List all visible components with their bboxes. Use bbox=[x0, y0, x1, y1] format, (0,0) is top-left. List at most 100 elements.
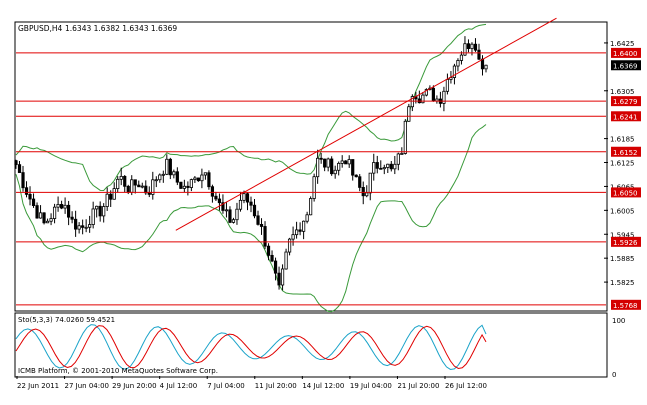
candle-body bbox=[375, 162, 379, 169]
time-tick-label: 4 Jul 12:00 bbox=[160, 382, 198, 390]
candle-body bbox=[302, 220, 306, 232]
candle-body bbox=[137, 184, 141, 188]
candle-body bbox=[382, 167, 386, 170]
candle-body bbox=[354, 174, 358, 178]
candle-body bbox=[249, 201, 253, 206]
candle-body bbox=[305, 214, 309, 222]
current-price-label: 1.6369 bbox=[613, 62, 638, 70]
stochastic-lines bbox=[15, 324, 487, 370]
candle-body bbox=[154, 179, 158, 182]
candle-body bbox=[147, 192, 151, 195]
candle-body bbox=[151, 179, 155, 195]
time-tick-label: 21 Jul 20:00 bbox=[397, 382, 439, 390]
candle-body bbox=[196, 177, 200, 182]
price-tick-label: 1.6425 bbox=[610, 40, 635, 48]
candle-body bbox=[480, 58, 485, 70]
candle-body bbox=[35, 205, 39, 219]
candle-body bbox=[38, 212, 43, 219]
candle-body bbox=[235, 208, 239, 221]
candle-body bbox=[224, 209, 229, 212]
candle-body bbox=[84, 226, 88, 229]
candle-body bbox=[421, 94, 425, 104]
time-axis: 22 Jun 2011 27 Jun 04:00 29 Jun 20:00 4 Jul… bbox=[16, 376, 487, 390]
candle-body bbox=[287, 238, 292, 253]
candle-body bbox=[473, 43, 478, 51]
candle-body bbox=[403, 120, 407, 154]
level-label-box bbox=[611, 299, 641, 310]
level-label: 1.6400 bbox=[613, 50, 638, 58]
candle-body bbox=[189, 179, 193, 188]
level-label-box bbox=[611, 47, 641, 58]
candle-body bbox=[351, 159, 355, 176]
candle-body bbox=[168, 158, 172, 176]
candle-body bbox=[312, 176, 316, 199]
candle-body bbox=[284, 251, 288, 270]
price-tick-label: 1.6305 bbox=[610, 88, 635, 96]
candle-body bbox=[256, 215, 260, 225]
price-panel bbox=[14, 21, 608, 312]
candle-body bbox=[31, 198, 36, 206]
candle-body bbox=[326, 158, 330, 168]
candle-body bbox=[112, 188, 116, 200]
candle-body bbox=[59, 204, 64, 209]
candle-body bbox=[49, 218, 53, 222]
candle-body bbox=[116, 178, 120, 189]
candle-body bbox=[228, 209, 232, 223]
candle-body bbox=[361, 187, 365, 197]
candle-body bbox=[365, 192, 369, 197]
candle-body bbox=[259, 224, 264, 227]
candle-body bbox=[231, 219, 236, 223]
candle-body bbox=[277, 272, 281, 286]
candle-body bbox=[477, 49, 481, 60]
candle-body bbox=[98, 205, 102, 217]
candle-body bbox=[130, 179, 134, 193]
candle-body bbox=[294, 229, 299, 236]
candle-body bbox=[21, 172, 25, 189]
candle-body bbox=[484, 64, 488, 70]
candle-body bbox=[165, 158, 169, 175]
candle-body bbox=[459, 54, 464, 61]
candle-body bbox=[45, 220, 50, 224]
candle-body bbox=[309, 198, 313, 216]
candle-body bbox=[358, 176, 362, 188]
candle-body bbox=[431, 87, 435, 102]
candle-body bbox=[56, 204, 60, 208]
time-tick-label: 22 Jun 2011 bbox=[17, 382, 59, 390]
level-label: 1.5768 bbox=[613, 302, 638, 310]
candle-body bbox=[452, 65, 457, 78]
price-tick-label: 1.6185 bbox=[610, 136, 635, 144]
candle-body bbox=[109, 193, 113, 200]
time-tick-label: 11 Jul 20:00 bbox=[255, 382, 297, 390]
candle-body bbox=[123, 175, 127, 187]
candle-body bbox=[74, 218, 78, 230]
stochastic-signal-line bbox=[15, 325, 487, 370]
candle-body bbox=[42, 212, 46, 224]
candle-body bbox=[263, 226, 267, 247]
stochastic-label: Sto(5,3,3) 74.0260 59.4521 bbox=[18, 316, 115, 324]
candle-body bbox=[393, 163, 397, 170]
candle-body bbox=[63, 204, 67, 209]
candle-body bbox=[456, 60, 460, 67]
candle-body bbox=[200, 174, 204, 182]
candle-body bbox=[77, 225, 81, 230]
price-tick-label: 1.5825 bbox=[610, 279, 635, 287]
price-tick-label: 1.6005 bbox=[610, 207, 635, 215]
candle-body bbox=[337, 162, 341, 171]
level-labels: 1.6400 1.6279 1.6241 1.6152 1.6050 1.5926 1.57… bbox=[611, 47, 641, 310]
candle-body bbox=[217, 198, 222, 204]
level-label-box bbox=[611, 146, 641, 157]
candle-body bbox=[95, 205, 99, 210]
horizontal-levels bbox=[16, 52, 606, 306]
candle-body bbox=[463, 43, 467, 56]
level-label: 1.6152 bbox=[613, 149, 638, 157]
candle-body bbox=[396, 153, 400, 165]
candle-body bbox=[105, 193, 109, 207]
level-label-box bbox=[611, 111, 641, 122]
symbol-timeframe: GBPUSD,H4 bbox=[18, 24, 63, 33]
candle-body bbox=[319, 157, 323, 160]
candle-body bbox=[442, 90, 446, 104]
candle-body bbox=[386, 163, 390, 168]
stochastic-main-line bbox=[15, 324, 487, 370]
